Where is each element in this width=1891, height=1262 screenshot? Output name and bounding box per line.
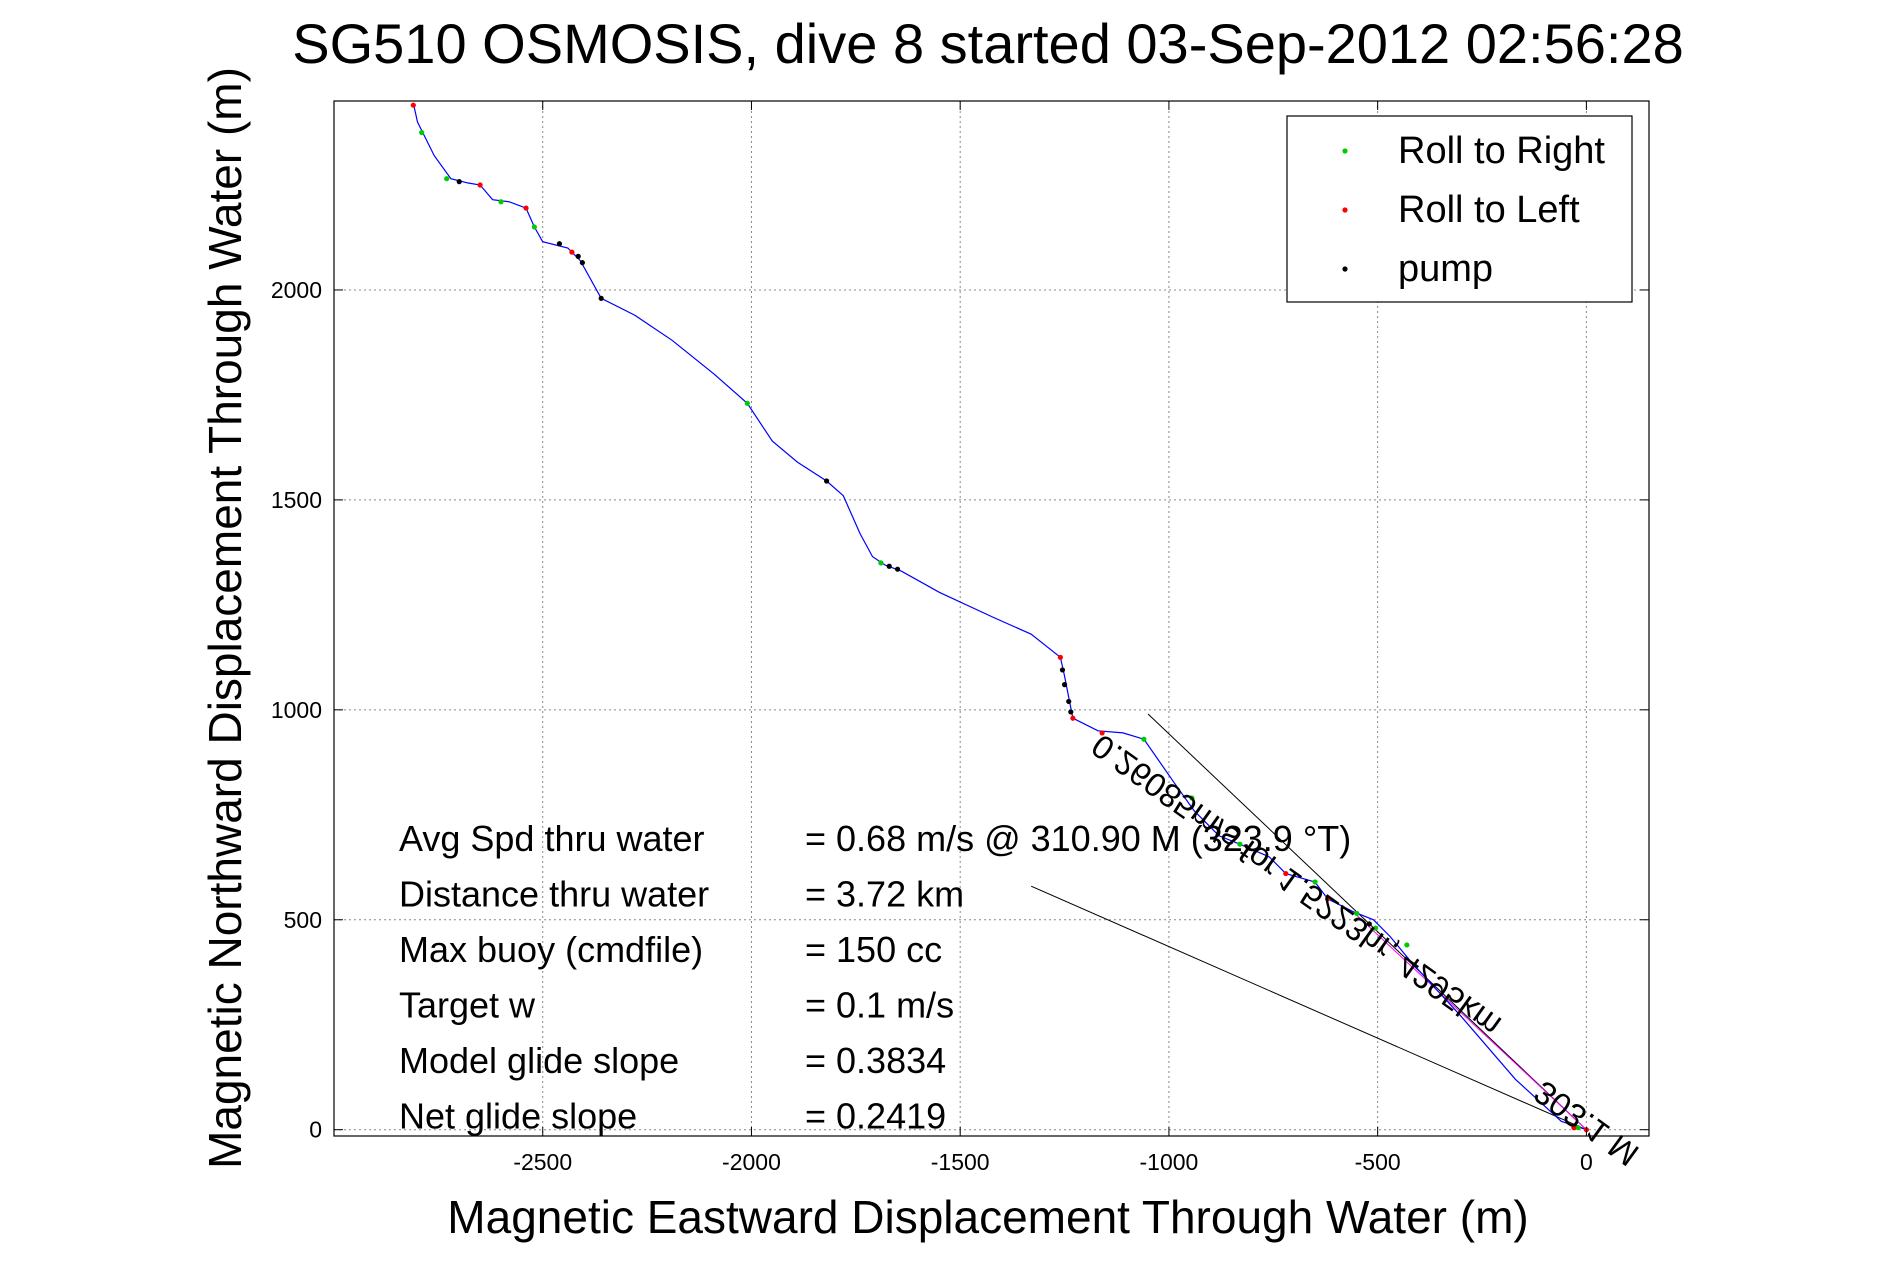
legend-label: pump (1398, 248, 1493, 290)
legend-marker (1342, 207, 1348, 213)
y-tick-label: 1500 (271, 487, 322, 513)
stat-value: = 0.1 m/s (805, 985, 954, 1026)
stat-value: = 0.3834 (805, 1040, 946, 1081)
roll-right-marker (1354, 910, 1360, 917)
legend: Roll to Right Roll to Left pump (1286, 115, 1633, 303)
reference-line (1147, 713, 1587, 1131)
legend-marker (1342, 148, 1348, 154)
legend-marker (1342, 266, 1348, 272)
pump-marker (598, 295, 604, 301)
y-tick-label: 500 (284, 907, 322, 933)
x-tick-label: -1500 (931, 1149, 990, 1175)
legend-label: Roll to Right (1398, 130, 1605, 172)
chart-title: SG510 OSMOSIS, dive 8 started 03-Sep-201… (292, 12, 1684, 75)
roll-right-marker (531, 224, 537, 230)
x-tick-label: -2000 (722, 1149, 781, 1175)
pump-marker (575, 253, 581, 259)
legend-label: Roll to Left (1398, 189, 1580, 231)
roll-right-marker (419, 129, 425, 136)
track-layer (412, 102, 1587, 1131)
roll-right-marker (744, 400, 750, 406)
x-tick-label: -500 (1355, 1149, 1401, 1175)
roll-right-marker (1141, 736, 1147, 742)
roll-left-marker (523, 205, 529, 211)
roll-left-marker (1571, 1125, 1577, 1131)
x-axis-ticks: -2500 -2000 -1500 -1000 -500 0 (513, 101, 1593, 1175)
pump-marker (886, 563, 892, 569)
pump-marker (556, 241, 563, 247)
y-tick-label: 1000 (271, 697, 322, 723)
stat-value: = 150 cc (805, 929, 942, 970)
pump-marker (894, 566, 901, 572)
roll-left-marker (1070, 715, 1076, 721)
x-tick-label: 0 (1580, 1149, 1593, 1175)
pump-marker (1059, 667, 1066, 673)
pump-marker (579, 260, 585, 266)
roll-left-marker (1099, 730, 1105, 736)
y-axis-label: Magnetic Northward Displacement Through … (199, 67, 251, 1169)
roll-left-marker (569, 249, 575, 255)
stat-label: Net glide slope (399, 1096, 637, 1137)
stat-label: Max buoy (cmdfile) (399, 929, 703, 970)
y-axis-ticks: 0 500 1000 1500 2000 (271, 277, 1649, 1143)
stats-block: Avg Spd thru water = 0.68 m/s @ 310.90 M … (399, 818, 1351, 1137)
stat-label: Avg Spd thru water (399, 818, 705, 859)
pump-marker (456, 179, 462, 185)
roll-right-marker (1237, 841, 1243, 847)
reference-lines (1030, 713, 1587, 1131)
roll-left-marker (410, 102, 416, 108)
x-tick-label: -2500 (513, 1149, 572, 1175)
pump-marker (1366, 921, 1372, 927)
x-axis-label: Magnetic Eastward Displacement Through W… (447, 1191, 1528, 1243)
plot-frame (333, 100, 1650, 1137)
x-tick-label: -1000 (1140, 1149, 1199, 1175)
roll-right-marker (1372, 925, 1379, 931)
pump-marker (824, 478, 830, 484)
roll-left-marker (477, 182, 483, 188)
roll-right-marker (444, 176, 450, 182)
roll-left-marker (1283, 870, 1289, 877)
track-line (412, 102, 1587, 1131)
roll-right-marker (1189, 795, 1195, 801)
marker-layer (410, 102, 1589, 1133)
stat-value: = 0.2419 (805, 1096, 946, 1137)
roll-left-marker (1324, 896, 1331, 902)
roll-right-marker (1575, 1125, 1581, 1131)
stat-label: Target w (399, 985, 536, 1026)
stat-label: Model glide slope (399, 1040, 679, 1081)
roll-right-marker (1312, 879, 1318, 885)
roll-right-marker (878, 560, 884, 566)
stat-value: = 0.68 m/s @ 310.90 M (323.9 °T) (805, 818, 1351, 859)
pump-marker (1061, 682, 1068, 688)
y-tick-label: 2000 (271, 277, 322, 303)
reference-line (1352, 910, 1587, 1131)
y-tick-label: 0 (309, 1117, 322, 1143)
roll-right-marker (1404, 942, 1410, 948)
roll-right-marker (498, 199, 504, 205)
reference-line (1030, 885, 1587, 1131)
pump-marker (1068, 709, 1074, 715)
roll-left-marker (1057, 654, 1063, 660)
pump-marker (1066, 698, 1072, 705)
stat-value: = 3.72 km (805, 874, 964, 915)
stat-label: Distance thru water (399, 874, 709, 915)
